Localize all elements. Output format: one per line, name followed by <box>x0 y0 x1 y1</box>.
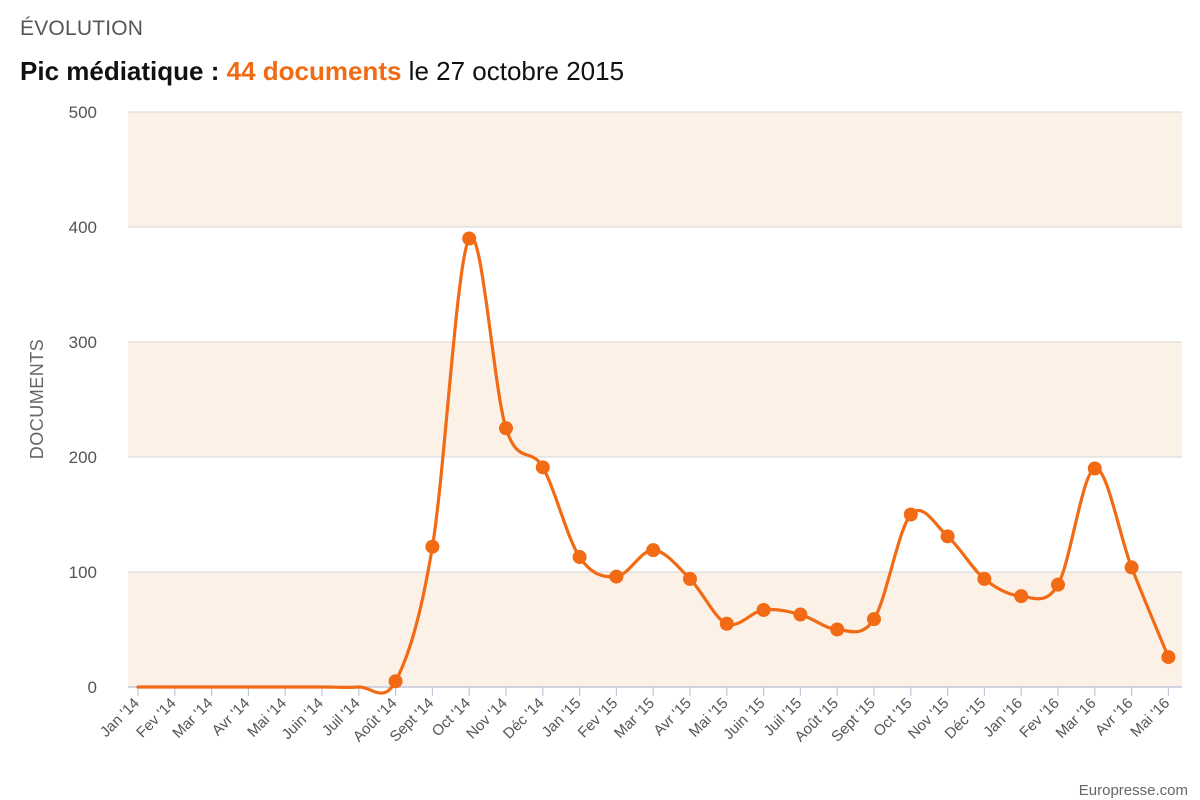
grid-lines <box>128 111 1182 573</box>
x-tick-label: Déc '15 <box>942 695 990 743</box>
x-tick-label: Mar '14 <box>169 695 216 742</box>
data-point <box>609 569 624 584</box>
data-point <box>719 616 734 631</box>
x-tick-label: Déc '14 <box>500 695 548 743</box>
x-tick-label: Juin '14 <box>279 695 327 743</box>
data-point <box>1087 461 1102 476</box>
data-point <box>499 421 513 436</box>
y-tick-label: 200 <box>69 448 97 467</box>
data-point <box>1014 589 1029 604</box>
x-tick-label: Jan '16 <box>980 695 1026 741</box>
plot-band <box>128 572 1182 687</box>
data-point <box>940 529 955 544</box>
y-tick-label: 300 <box>69 333 97 352</box>
data-point <box>462 231 477 246</box>
y-tick-label: 100 <box>69 563 97 582</box>
series-line <box>136 235 1170 695</box>
data-point <box>903 507 918 522</box>
y-tick-label: 400 <box>69 218 97 237</box>
x-tick-label: Avr '15 <box>650 695 695 740</box>
data-point <box>425 539 440 554</box>
data-point <box>793 607 808 622</box>
data-point <box>977 571 992 586</box>
headline: Pic médiatique : 44 documents le 27 octo… <box>20 56 624 87</box>
data-point <box>867 612 881 627</box>
x-tick-label: Avr '14 <box>209 695 254 740</box>
x-tick-label: Juin '15 <box>720 695 768 743</box>
x-tick-label: Avr '16 <box>1092 695 1137 740</box>
data-point <box>1161 650 1176 665</box>
data-point <box>646 543 661 558</box>
y-tick-label: 0 <box>88 678 97 697</box>
x-tick-label: Mai '16 <box>1127 695 1173 741</box>
plot-band <box>128 112 1182 227</box>
data-point <box>830 622 845 637</box>
data-point <box>683 571 697 586</box>
credit-text[interactable]: Europresse.com <box>1078 782 1188 799</box>
data-point <box>1051 577 1065 592</box>
data-point <box>388 674 403 689</box>
x-tick-label: Mar '15 <box>611 695 658 742</box>
section-label: ÉVOLUTION <box>20 17 144 40</box>
y-tick-label: 500 <box>69 103 97 122</box>
y-axis-ticks: 0 100 200 300 400 500 <box>69 103 97 697</box>
headline-date: le 27 octobre 2015 <box>401 56 625 86</box>
x-tick-label: Jan '14 <box>97 695 143 741</box>
x-tick-label: Mar '16 <box>1053 695 1100 742</box>
data-point <box>1124 560 1139 575</box>
x-tick-label: Jan '15 <box>539 695 585 741</box>
data-point <box>572 550 587 565</box>
headline-highlight: 44 documents <box>226 56 402 86</box>
y-axis-title: DOCUMENTS <box>27 339 47 460</box>
headline-lead: Pic médiatique : <box>20 56 227 86</box>
plot-band <box>128 342 1182 457</box>
data-point <box>535 460 550 475</box>
series-documents <box>136 231 1176 695</box>
data-point <box>756 602 771 617</box>
